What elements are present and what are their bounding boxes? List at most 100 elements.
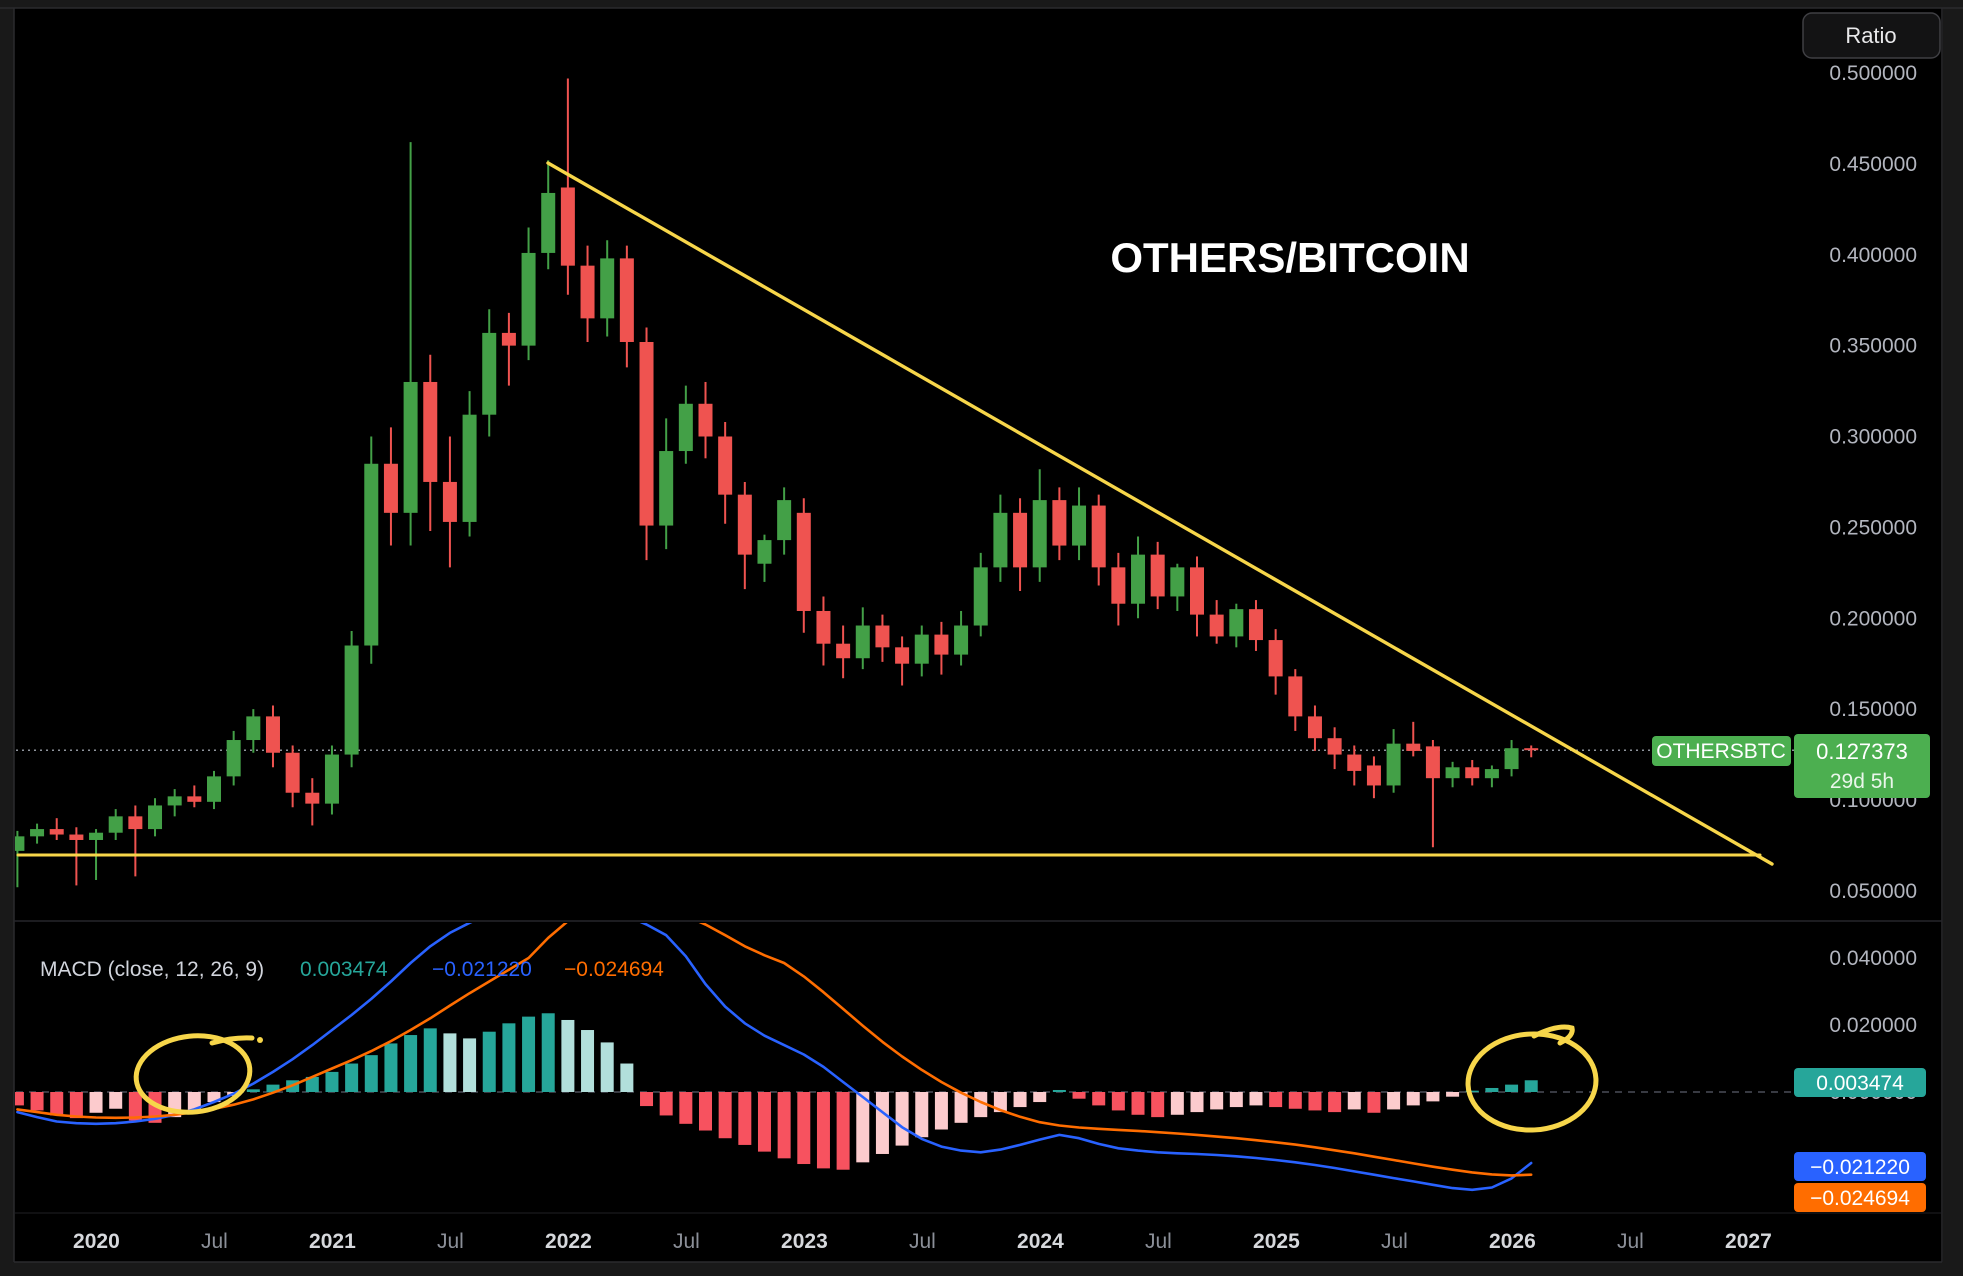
candle-body[interactable]	[659, 451, 674, 526]
macd-histogram-bar[interactable]	[266, 1084, 280, 1092]
candle-body[interactable]	[1248, 609, 1263, 641]
macd-histogram-bar[interactable]	[1524, 1080, 1538, 1092]
macd-histogram-bar[interactable]	[50, 1092, 64, 1116]
macd-histogram-bar[interactable]	[423, 1028, 437, 1092]
candle-body[interactable]	[1484, 769, 1499, 779]
macd-histogram-bar[interactable]	[207, 1092, 221, 1103]
candle-body[interactable]	[108, 816, 123, 833]
macd-histogram-bar[interactable]	[856, 1092, 870, 1163]
candle-body[interactable]	[285, 752, 300, 793]
candle-body[interactable]	[757, 540, 772, 564]
macd-histogram-bar[interactable]	[246, 1089, 260, 1092]
macd-histogram-bar[interactable]	[1052, 1089, 1066, 1092]
macd-histogram-bar[interactable]	[1229, 1092, 1243, 1108]
macd-histogram-bar[interactable]	[699, 1092, 712, 1131]
candle-body[interactable]	[954, 625, 969, 655]
candle-body[interactable]	[639, 341, 654, 526]
macd-histogram-bar[interactable]	[718, 1092, 732, 1139]
candle-body[interactable]	[207, 776, 221, 802]
macd-histogram-bar[interactable]	[1308, 1092, 1322, 1111]
candle-body[interactable]	[580, 265, 595, 319]
macd-histogram-bar[interactable]	[797, 1092, 811, 1165]
candle-body[interactable]	[305, 792, 320, 804]
macd-histogram-bar[interactable]	[522, 1016, 536, 1092]
macd-histogram-bar[interactable]	[541, 1013, 555, 1092]
macd-signal-line[interactable]	[16, 903, 1533, 1177]
macd-histogram-bar[interactable]	[561, 1019, 575, 1092]
macd-histogram-bar[interactable]	[836, 1092, 850, 1170]
candle-body[interactable]	[501, 332, 516, 346]
candle-body[interactable]	[718, 436, 733, 495]
highlight-circle[interactable]	[132, 1030, 253, 1118]
candle-body[interactable]	[383, 463, 398, 513]
candle-body[interactable]	[482, 332, 497, 415]
candle-body[interactable]	[265, 716, 280, 753]
candle-body[interactable]	[1327, 738, 1342, 755]
macd-histogram-bar[interactable]	[1013, 1092, 1027, 1108]
candle-body[interactable]	[89, 832, 104, 840]
candle-body[interactable]	[226, 740, 241, 777]
candle-body[interactable]	[1268, 640, 1283, 677]
macd-histogram-bar[interactable]	[1111, 1092, 1125, 1111]
macd-histogram-bar[interactable]	[128, 1092, 142, 1121]
candle-body[interactable]	[521, 252, 536, 346]
candle-body[interactable]	[875, 625, 890, 648]
candle-body[interactable]	[1524, 748, 1539, 751]
macd-histogram-bar[interactable]	[1249, 1092, 1263, 1106]
candle-body[interactable]	[1425, 746, 1440, 779]
macd-histogram-bar[interactable]	[443, 1033, 457, 1092]
candle-body[interactable]	[49, 829, 64, 835]
candle-body[interactable]	[1229, 609, 1244, 637]
macd-histogram-bar[interactable]	[1033, 1092, 1047, 1103]
candle-body[interactable]	[403, 381, 418, 513]
candle-body[interactable]	[344, 645, 359, 755]
macd-histogram-bar[interactable]	[1446, 1092, 1460, 1097]
candle-body[interactable]	[30, 829, 45, 837]
candle-body[interactable]	[1170, 567, 1185, 597]
candle-body[interactable]	[816, 610, 831, 644]
candle-body[interactable]	[167, 796, 182, 806]
macd-histogram-bar[interactable]	[1170, 1092, 1184, 1115]
candle-body[interactable]	[148, 805, 163, 830]
macd-histogram-bar[interactable]	[305, 1076, 319, 1092]
highlight-circles[interactable]	[132, 1024, 1599, 1133]
candle-body[interactable]	[600, 258, 615, 319]
macd-histogram-bar[interactable]	[1151, 1092, 1165, 1118]
candle-body[interactable]	[1445, 767, 1460, 779]
candle-body[interactable]	[1288, 676, 1303, 717]
candle-body[interactable]	[698, 403, 713, 437]
macd-histogram-bar[interactable]	[581, 1030, 595, 1092]
candle-body[interactable]	[10, 836, 25, 851]
macd-histogram-bar[interactable]	[600, 1042, 614, 1092]
candle-body[interactable]	[364, 463, 379, 646]
descending-trendline[interactable]	[546, 161, 1774, 866]
candle-body[interactable]	[560, 187, 575, 266]
macd-histogram-bar[interactable]	[482, 1031, 496, 1092]
macd-histogram-bar[interactable]	[1347, 1092, 1361, 1110]
candle-body[interactable]	[1131, 554, 1146, 604]
macd-histogram-bar[interactable]	[89, 1092, 103, 1113]
macd-histogram-bar[interactable]	[974, 1092, 988, 1118]
candlestick-series[interactable]	[10, 78, 1539, 888]
candle-body[interactable]	[128, 816, 143, 830]
macd-histogram-bar[interactable]	[345, 1063, 359, 1092]
candle-body[interactable]	[1150, 554, 1165, 597]
candle-body[interactable]	[1307, 716, 1322, 739]
macd-histogram-bar[interactable]	[1485, 1087, 1499, 1092]
candle-body[interactable]	[796, 512, 811, 611]
macd-histogram-bar[interactable]	[463, 1038, 477, 1092]
candle-body[interactable]	[187, 796, 202, 802]
candle-body[interactable]	[836, 643, 851, 659]
candle-body[interactable]	[1386, 743, 1401, 786]
price-axis[interactable]: 0.500000 0.450000 0.400000 0.350000 0.300000…	[1829, 62, 1917, 903]
macd-line[interactable]	[16, 902, 1533, 1192]
macd-histogram-bar[interactable]	[1190, 1092, 1204, 1113]
macd-histogram-bar[interactable]	[659, 1092, 673, 1116]
candle-body[interactable]	[246, 716, 261, 741]
candle-body[interactable]	[619, 258, 634, 342]
candle-body[interactable]	[1052, 500, 1067, 546]
candle-body[interactable]	[1072, 505, 1087, 546]
candle-body[interactable]	[1209, 614, 1224, 637]
macd-histogram-bar[interactable]	[777, 1092, 791, 1159]
candle-body[interactable]	[541, 192, 556, 253]
